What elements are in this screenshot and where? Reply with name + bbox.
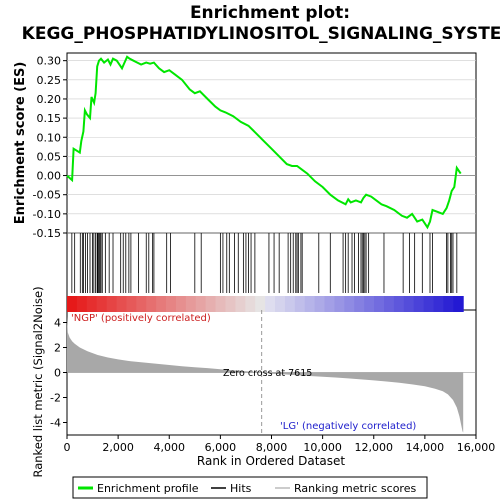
x-tick-label: 14,000 <box>406 441 445 454</box>
es-y-tick-label: 0.10 <box>37 131 62 144</box>
x-tick-label: 8,000 <box>256 441 288 454</box>
heatmap-segment <box>215 296 226 312</box>
heatmap-segment <box>383 296 395 312</box>
metric-y-axis: -4 -2 0 2 4 <box>50 317 67 430</box>
x-tick-label: 6,000 <box>205 441 237 454</box>
x-axis-label: Rank in Ordered Dataset <box>197 454 345 468</box>
heatmap-segment <box>245 296 256 312</box>
es-y-tick-label: -0.15 <box>33 227 61 240</box>
legend-hits-label: Hits <box>230 482 252 495</box>
heatmap-segment <box>324 296 335 312</box>
metric-y-tick-label: 0 <box>54 367 61 380</box>
chart-title-line2: KEGG_PHOSPHATIDYLINOSITOL_SIGNALING_SYST… <box>22 24 500 44</box>
es-series-line <box>66 55 462 230</box>
heatmap-segment <box>413 296 425 312</box>
heatmap-segment <box>205 296 217 312</box>
es-y-tick-label: 0.25 <box>37 74 62 87</box>
heatmap-segment <box>443 296 454 312</box>
heatmap-segment <box>195 296 207 312</box>
legend-metric-label: Ranking metric scores <box>294 482 416 495</box>
x-tick-label: 4,000 <box>154 441 186 454</box>
positive-correlation-label: 'NGP' (positively correlated) <box>71 313 211 324</box>
es-y-tick-label: -0.05 <box>33 189 61 202</box>
ranked-heatmap-bar <box>67 296 464 312</box>
heatmap-segment <box>393 296 405 312</box>
es-y-tick-label: -0.10 <box>33 208 61 221</box>
heatmap-segment <box>364 296 375 312</box>
x-axis: 0 2,000 4,000 6,000 8,000 10,000 12,000 14,000 1… <box>64 435 496 454</box>
negative-correlation-label: 'LG' (negatively correlated) <box>280 421 416 432</box>
metric-layer <box>67 310 476 435</box>
heatmap-segment <box>175 296 187 312</box>
legend-es-label: Enrichment profile <box>97 482 199 495</box>
metric-y-axis-label: Ranked list metric (Signal2Noise) <box>31 286 45 477</box>
es-y-tick-label: 0.00 <box>37 170 62 183</box>
metric-y-tick-label: -2 <box>50 392 61 405</box>
heatmap-segment <box>96 296 108 312</box>
metric-y-tick-label: 4 <box>54 317 61 330</box>
heatmap-segment <box>126 296 137 312</box>
heatmap-segment <box>284 296 296 312</box>
heatmap-segment <box>86 296 98 312</box>
heatmap-segment <box>314 296 326 312</box>
heatmap-segment <box>255 296 266 312</box>
heatmap-segment <box>275 296 286 312</box>
es-y-tick-label: 0.15 <box>37 112 62 125</box>
x-tick-label: 2,000 <box>102 441 134 454</box>
es-y-tick-label: 0.05 <box>37 150 62 163</box>
chart-title-line1: Enrichment plot: <box>190 3 350 23</box>
heatmap-segment <box>76 296 88 312</box>
metric-area <box>67 316 464 433</box>
es-y-tick-label: 0.20 <box>37 93 62 106</box>
heatmap-segment <box>433 296 444 312</box>
heatmap-segment <box>235 296 246 312</box>
x-tick-label: 0 <box>64 441 71 454</box>
heatmap-segment <box>304 296 316 312</box>
x-tick-label: 12,000 <box>355 441 394 454</box>
heatmap-segment <box>166 296 177 312</box>
heatmap-segment <box>374 296 385 312</box>
es-y-axis: -0.15 -0.10 -0.05 0.00 0.05 0.10 0.15 0.20 0.25 0… <box>33 55 67 240</box>
es-y-tick-label: 0.30 <box>37 55 62 68</box>
es-y-axis-label: Enrichment score (ES) <box>13 62 28 225</box>
heatmap-segment <box>106 296 118 312</box>
heatmap-segment <box>156 296 167 312</box>
heatmap-segment <box>334 296 345 312</box>
heatmap-segment <box>423 296 435 312</box>
heatmap-segment <box>185 296 197 312</box>
metric-y-tick-label: 2 <box>54 342 61 355</box>
heatmap-segment <box>344 296 355 312</box>
zero-cross-label: Zero cross at 7615 <box>223 368 312 379</box>
x-tick-label: 16,000 <box>457 441 496 454</box>
x-tick-label: 10,000 <box>303 441 342 454</box>
heatmap-segment <box>67 296 78 312</box>
heatmap-segment <box>116 296 127 312</box>
es-grid <box>67 60 476 234</box>
heatmap-segment <box>403 296 415 312</box>
heatmap-segment <box>225 296 236 312</box>
heatmap-segment <box>354 296 365 312</box>
heatmap-segment <box>453 296 464 312</box>
heatmap-segment <box>146 296 157 312</box>
es-series-layer <box>66 55 462 230</box>
heatmap-segment <box>294 296 306 312</box>
heatmap-segment <box>265 296 276 312</box>
heatmap-segment <box>136 296 147 312</box>
hits-layer <box>71 233 458 293</box>
metric-y-tick-label: -4 <box>50 417 61 430</box>
legend-box <box>72 476 428 499</box>
